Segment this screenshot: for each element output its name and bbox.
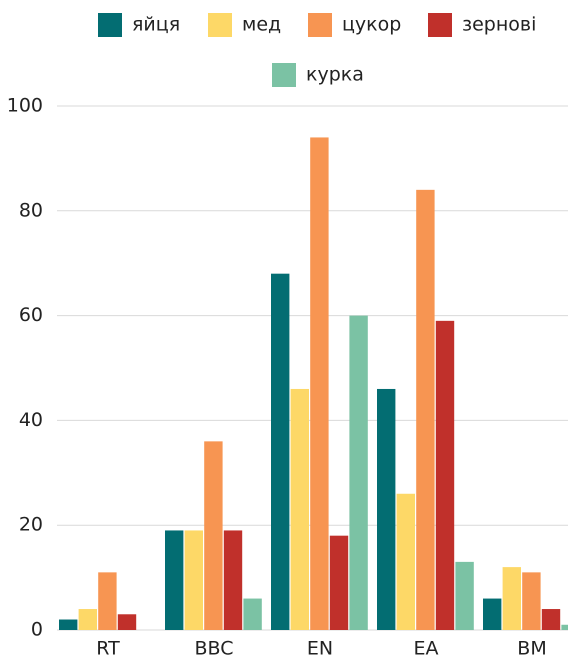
bar [329,535,349,630]
x-tick-label: EA [413,638,438,655]
bar [455,561,474,630]
bar [98,572,117,630]
y-tick-label: 0 [31,619,43,641]
legend-label: цукор [342,14,401,36]
bar [204,441,223,630]
bar [396,493,415,630]
bar [522,572,541,630]
legend-swatch [98,13,122,37]
bar [165,530,184,630]
y-tick-label: 60 [19,304,43,326]
bar [223,530,243,630]
legend-label: зернові [462,14,536,36]
x-tick-label: BM [517,638,546,655]
bar [271,273,290,630]
legend-swatch [308,13,332,37]
bar [78,609,97,630]
x-tick-label: EN [307,638,333,655]
bar [117,614,137,630]
bar [541,609,561,630]
x-tick-label: BBC [194,638,233,655]
bar [290,388,309,630]
x-tick-label: RT [96,638,120,655]
y-tick-label: 20 [19,514,43,536]
bar [483,598,502,630]
bar [184,530,203,630]
legend-label: курка [306,64,364,86]
bar [59,619,78,630]
bar [349,315,368,630]
y-tick-label: 80 [19,199,43,221]
bar [502,567,521,630]
legend-label: яйця [132,14,180,36]
y-tick-label: 100 [7,95,43,117]
bar [561,624,568,630]
legend-swatch [428,13,452,37]
legend-label: мед [242,14,281,36]
bar [243,598,262,630]
y-tick-label: 40 [19,409,43,431]
bar [435,320,455,630]
bar [416,189,435,630]
bar [377,388,396,630]
legend-swatch [272,63,296,87]
bar [310,137,329,630]
legend-swatch [208,13,232,37]
